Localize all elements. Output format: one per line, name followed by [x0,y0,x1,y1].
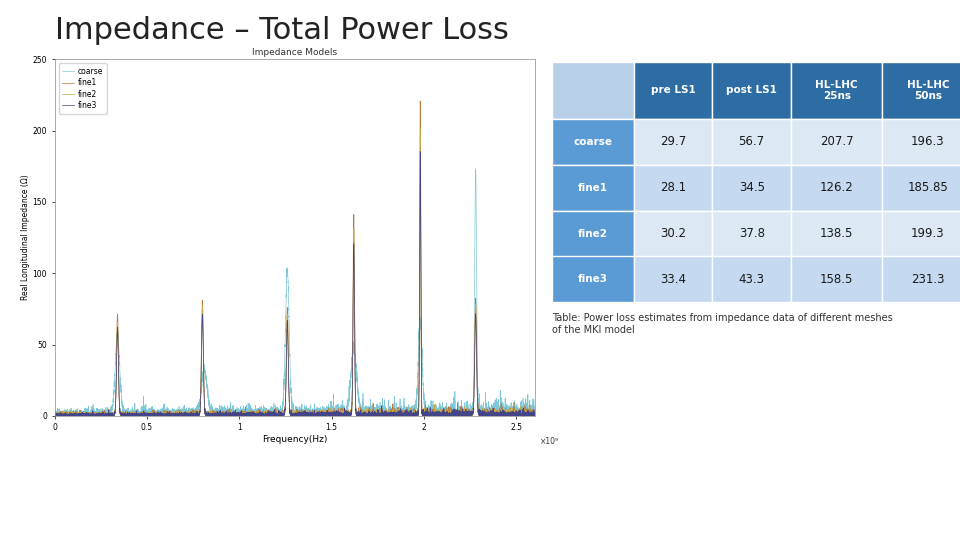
Text: fine2: fine2 [578,228,608,239]
fine3 [283,404,295,410]
fine3 [49,412,60,418]
Line: coarse: coarse [55,169,535,416]
X-axis label: Frequency(Hz): Frequency(Hz) [262,435,327,444]
fine2 [283,402,295,408]
Text: 185.85: 185.85 [907,181,948,194]
Text: 29.7: 29.7 [660,135,686,148]
fine3 [51,412,62,418]
fine3 [382,413,394,419]
fine1 [529,410,540,416]
Text: HL-LHC
25ns: HL-LHC 25ns [815,79,858,102]
fine1 [210,413,222,419]
Text: HL-LHC
50ns: HL-LHC 50ns [906,79,949,102]
coarse [69,408,81,415]
Text: 207.7: 207.7 [820,135,853,148]
Text: Table: Power loss estimates from impedance data of different meshes
of the MKI m: Table: Power loss estimates from impedan… [552,313,893,335]
fine2 [69,411,81,418]
Text: post LS1: post LS1 [727,85,777,96]
fine1 [415,98,426,104]
fine2 [521,413,533,419]
Text: fine1: fine1 [578,183,608,193]
Text: 56.7: 56.7 [738,135,765,148]
Y-axis label: Real Longitudinal Impedance (Ω): Real Longitudinal Impedance (Ω) [21,175,30,300]
Text: 231.3: 231.3 [911,273,945,286]
coarse [504,408,516,415]
fine2 [415,125,426,132]
Title: Impedance Models: Impedance Models [252,48,337,57]
fine1 [143,411,155,417]
coarse [365,413,376,419]
Line: fine3: fine3 [55,152,535,416]
Text: coarse: coarse [573,137,612,147]
fine1 [51,411,62,418]
Text: 126.2: 126.2 [820,181,853,194]
Text: 43.3: 43.3 [738,273,765,286]
Line: fine2: fine2 [55,129,535,416]
fine3 [78,410,89,417]
Text: pre LS1: pre LS1 [651,85,695,96]
Text: 30.2: 30.2 [660,227,686,240]
Text: 33.4: 33.4 [660,273,686,286]
fine3 [529,412,540,418]
coarse [529,403,540,409]
Text: ×10⁹: ×10⁹ [540,437,559,446]
fine2 [504,411,516,417]
Line: fine1: fine1 [55,101,535,416]
fine2 [78,409,89,415]
Text: 28.1: 28.1 [660,181,686,194]
fine2 [529,411,540,417]
fine1 [504,411,516,418]
fine3 [143,412,155,418]
Text: 37.8: 37.8 [738,227,765,240]
fine3 [69,411,81,417]
fine3 [504,411,516,417]
coarse [49,410,60,416]
coarse [51,410,62,416]
Text: 34.5: 34.5 [738,181,765,194]
Text: fine3: fine3 [578,274,608,285]
fine2 [49,411,60,418]
coarse [469,166,481,172]
coarse [143,407,155,414]
coarse [283,332,295,339]
Text: 199.3: 199.3 [911,227,945,240]
Legend: coarse, fine1, fine2, fine3: coarse, fine1, fine2, fine3 [59,63,107,114]
fine2 [51,411,62,417]
Text: 158.5: 158.5 [820,273,853,286]
fine1 [283,402,295,408]
fine2 [143,411,155,418]
Text: 196.3: 196.3 [911,135,945,148]
fine3 [415,148,426,155]
Text: Impedance – Total Power Loss: Impedance – Total Power Loss [55,16,509,45]
fine1 [49,411,60,417]
Text: 138.5: 138.5 [820,227,853,240]
fine1 [69,411,81,418]
fine1 [78,411,89,418]
coarse [78,410,89,416]
